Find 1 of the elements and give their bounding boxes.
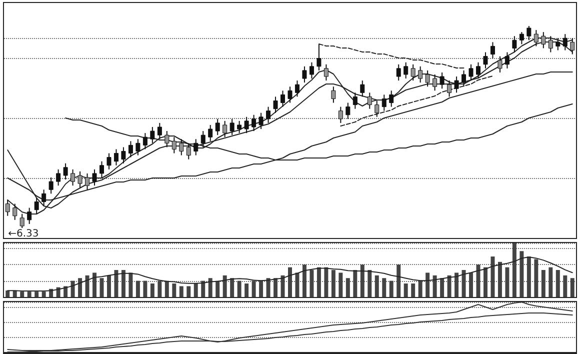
annotation: ←6.33 [8,228,39,240]
